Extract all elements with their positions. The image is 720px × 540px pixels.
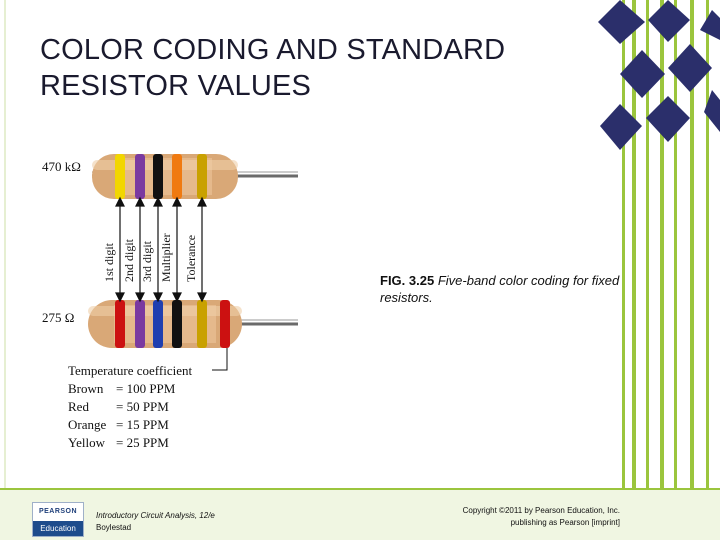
temp-coeff-color-brown: Brown: [68, 381, 104, 396]
footer-book-info: Introductory Circuit Analysis, 12/e Boyl…: [96, 510, 215, 534]
figure-caption: FIG. 3.25 Five-band color coding for fix…: [380, 272, 620, 306]
band-label-3rd-digit: 3rd digit: [140, 240, 154, 282]
footer-author: Boylestad: [96, 523, 132, 532]
temp-coeff-value-red: = 50 PPM: [116, 399, 169, 414]
temp-coeff-value-orange: = 15 PPM: [116, 417, 169, 432]
pearson-logo: PEARSON Education: [32, 502, 84, 537]
top-resistor-band-1: [115, 154, 125, 199]
caption-text: Five-band color coding for fixed resisto…: [380, 273, 620, 305]
footer-book-title: Introductory Circuit Analysis, 12/e: [96, 511, 215, 520]
top-resistor-band-3: [153, 154, 163, 199]
bottom-resistor-band-6: [220, 300, 230, 348]
slide-title-line1: COLOR CODING AND STANDARD: [40, 34, 506, 66]
top-resistor-value: 470 kΩ: [42, 159, 81, 174]
temp-coeff-pointer: [212, 348, 228, 371]
temp-coeff-color-yellow: Yellow: [68, 435, 106, 450]
temp-coeff-color-orange: Orange: [68, 417, 106, 432]
footer-copyright-line2: publishing as Pearson [imprint]: [510, 518, 620, 527]
temp-coeff-value-yellow: = 25 PPM: [116, 435, 169, 450]
band-label-2nd-digit: 2nd digit: [122, 238, 136, 282]
bottom-resistor-body: [88, 300, 242, 348]
top-resistor-body: [92, 154, 238, 199]
bottom-resistor-band-4: [172, 300, 182, 348]
top-resistor-band-4: [172, 154, 182, 199]
bottom-resistor-value: 275 Ω: [42, 310, 74, 325]
top-resistor-band-5: [197, 154, 207, 199]
band-label-1st-digit: 1st digit: [102, 242, 116, 282]
temp-coeff-heading: Temperature coefficient: [68, 363, 192, 378]
bottom-resistor-band-5: [197, 300, 207, 348]
band-arrows: [115, 196, 207, 303]
logo-top-text: PEARSON: [33, 503, 83, 521]
temp-coeff-value-brown: = 100 PPM: [116, 381, 176, 396]
band-label-tolerance: Tolerance: [184, 235, 198, 282]
temp-coeff-color-red: Red: [68, 399, 89, 414]
band-label-multiplier: Multiplier: [159, 233, 173, 282]
top-resistor-band-2: [135, 154, 145, 199]
bottom-resistor-band-1: [115, 300, 125, 348]
bottom-resistor-band-3: [153, 300, 163, 348]
bottom-resistor-band-2: [135, 300, 145, 348]
caption-label: FIG. 3.25: [380, 273, 435, 288]
footer-copyright: Copyright ©2011 by Pearson Education, In…: [400, 505, 620, 529]
slide-title-line2: RESISTOR VALUES: [40, 70, 312, 102]
logo-bottom-text: Education: [33, 521, 83, 536]
slide-title: COLOR CODING AND STANDARD RESISTOR VALUE…: [40, 32, 600, 104]
footer-copyright-line1: Copyright ©2011 by Pearson Education, In…: [462, 506, 620, 515]
